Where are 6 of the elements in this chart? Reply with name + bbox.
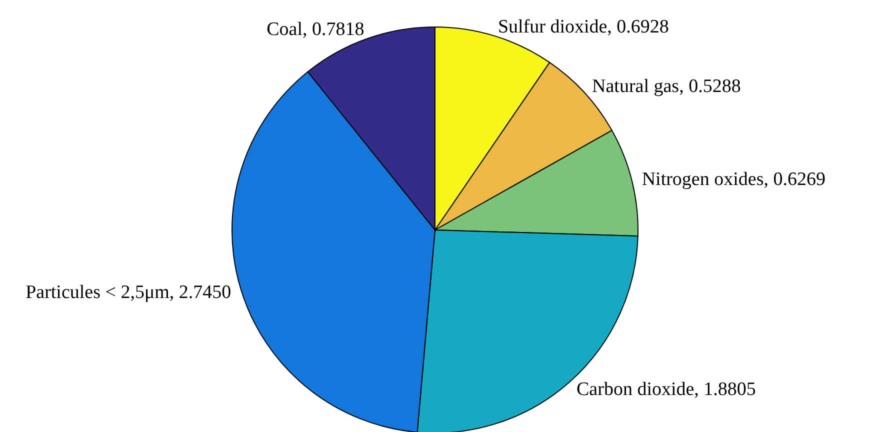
slice-label: Natural gas, 0.5288 <box>592 76 741 98</box>
slice-label: Nitrogen oxides, 0.6269 <box>642 169 826 190</box>
slice-label: Sulfur dioxide, 0.6928 <box>498 16 669 38</box>
slice-label: Coal, 0.7818 <box>266 19 364 40</box>
slice-label: Carbon dioxide, 1.8805 <box>576 379 756 400</box>
slice-label: Particules < 2,5μm, 2.7450 <box>26 282 232 303</box>
